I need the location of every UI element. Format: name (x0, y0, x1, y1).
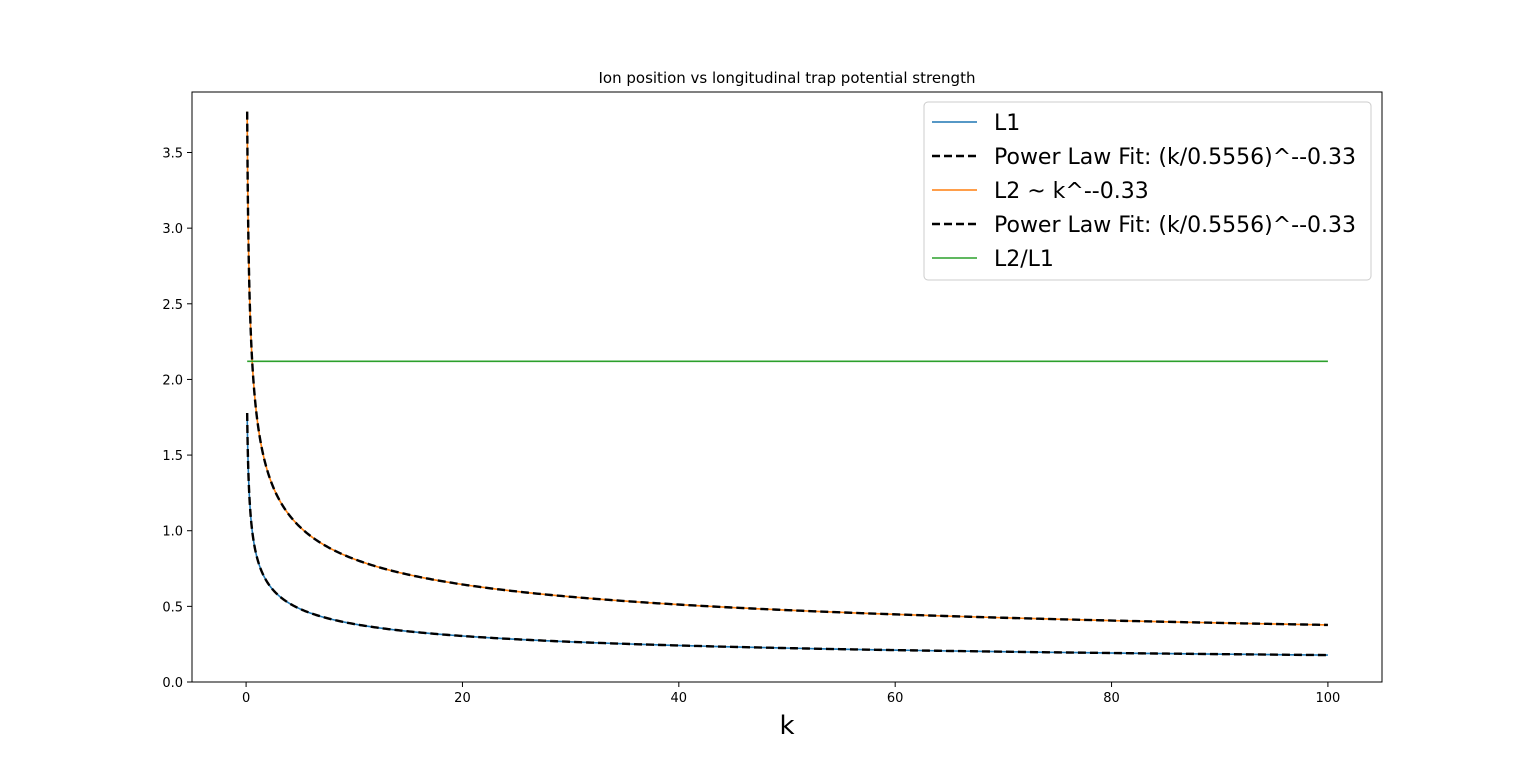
y-tick-label: 0.5 (162, 600, 183, 615)
x-axis: 0 20 40 60 80 100 (242, 682, 1340, 706)
y-tick-label: 3.0 (162, 222, 183, 237)
plot-area (245, 111, 1328, 657)
y-tick-label: 1.5 (162, 449, 183, 464)
legend-label: Power Law Fit: (k/0.5556)^--0.33 (994, 145, 1356, 170)
chart-title: Ion position vs longitudinal trap potent… (599, 69, 976, 87)
x-tick-label: 60 (887, 691, 904, 706)
plot-frame (191, 91, 1383, 683)
y-tick-label: 1.0 (162, 525, 183, 540)
y-tick-label: 2.0 (162, 373, 183, 388)
x-tick-label: 80 (1103, 691, 1120, 706)
y-tick-label: 0.0 (162, 676, 183, 691)
x-tick-label: 0 (242, 691, 250, 706)
x-tick-label: 100 (1315, 691, 1340, 706)
legend-label: L1 (994, 111, 1020, 136)
x-tick-label: 40 (671, 691, 688, 706)
legend: L1 Power Law Fit: (k/0.5556)^--0.33 L2 ~ k… (923, 101, 1372, 281)
y-tick-label: 3.5 (162, 147, 183, 162)
series-line-1 (246, 412, 1328, 656)
y-tick-label: 2.5 (162, 298, 183, 313)
legend-box (923, 101, 1372, 281)
legend-label: L2 ~ k^--0.33 (994, 179, 1149, 204)
x-axis-label: k (779, 711, 794, 741)
legend-label: L2/L1 (994, 247, 1054, 272)
y-axis: 0.0 0.5 1.0 1.5 2.0 2.5 3.0 3.5 (162, 147, 192, 691)
legend-label: Power Law Fit: (k/0.5556)^--0.33 (994, 213, 1356, 238)
series-line-2 (245, 412, 1328, 657)
series-line-4 (245, 111, 1328, 627)
x-tick-label: 20 (454, 691, 471, 706)
